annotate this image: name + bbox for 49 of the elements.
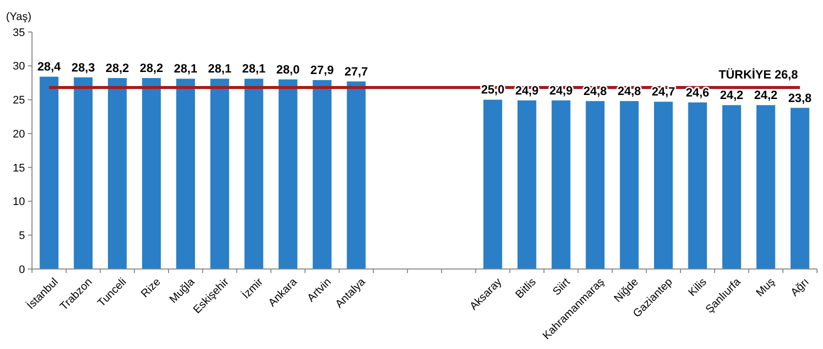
bar (586, 101, 605, 269)
y-tick-label: 0 (18, 264, 25, 276)
data-label: 28,3 (72, 60, 96, 74)
data-label: 27,9 (310, 63, 334, 78)
data-label: 24,2 (754, 88, 778, 102)
y-tick-label: 10 (12, 196, 25, 208)
y-tick-label: 35 (12, 26, 25, 39)
y-tick-label: 15 (12, 162, 25, 174)
data-label: 28,4 (37, 60, 62, 74)
data-label: 28,1 (208, 62, 232, 76)
bar (312, 80, 332, 269)
data-label: 28,1 (174, 62, 198, 76)
y-tick-label: 5 (18, 230, 25, 242)
data-label: 24,2 (720, 88, 744, 102)
bar (518, 100, 536, 269)
data-label: 28,1 (242, 62, 266, 76)
ref-line-label: TÜRKİYE 26,8 (718, 68, 798, 82)
bar (108, 78, 127, 269)
bar (142, 78, 161, 269)
bar (620, 101, 639, 269)
y-tick-label: 20 (12, 128, 25, 140)
bar (74, 77, 93, 269)
data-label: 24,6 (686, 85, 710, 100)
data-label: 27,7 (344, 64, 368, 78)
data-label: 28,2 (140, 61, 164, 76)
bar (722, 105, 742, 269)
y-tick-label: 25 (12, 94, 25, 107)
bar (244, 78, 264, 269)
y-axis-title: (Yaş) (6, 11, 32, 23)
bar (654, 102, 673, 269)
bar (688, 102, 707, 269)
bar (552, 100, 570, 269)
bar (210, 78, 230, 269)
x-tick-label: Kilis (686, 276, 710, 299)
data-label: 28,0 (276, 62, 300, 76)
data-label: 28,2 (106, 61, 130, 76)
x-tick-label: Rize (138, 276, 164, 300)
bar (278, 79, 298, 269)
bar (756, 105, 776, 269)
bar (790, 108, 810, 269)
data-label: 24,7 (652, 84, 676, 99)
bar (483, 100, 502, 269)
bar (176, 78, 195, 269)
x-tick-label: Ağrı (788, 276, 812, 299)
bar (346, 81, 366, 269)
y-tick-label: 30 (12, 60, 25, 73)
x-tick-label: Muş (754, 276, 778, 300)
bar (40, 76, 58, 269)
data-label: 23,8 (788, 90, 812, 105)
